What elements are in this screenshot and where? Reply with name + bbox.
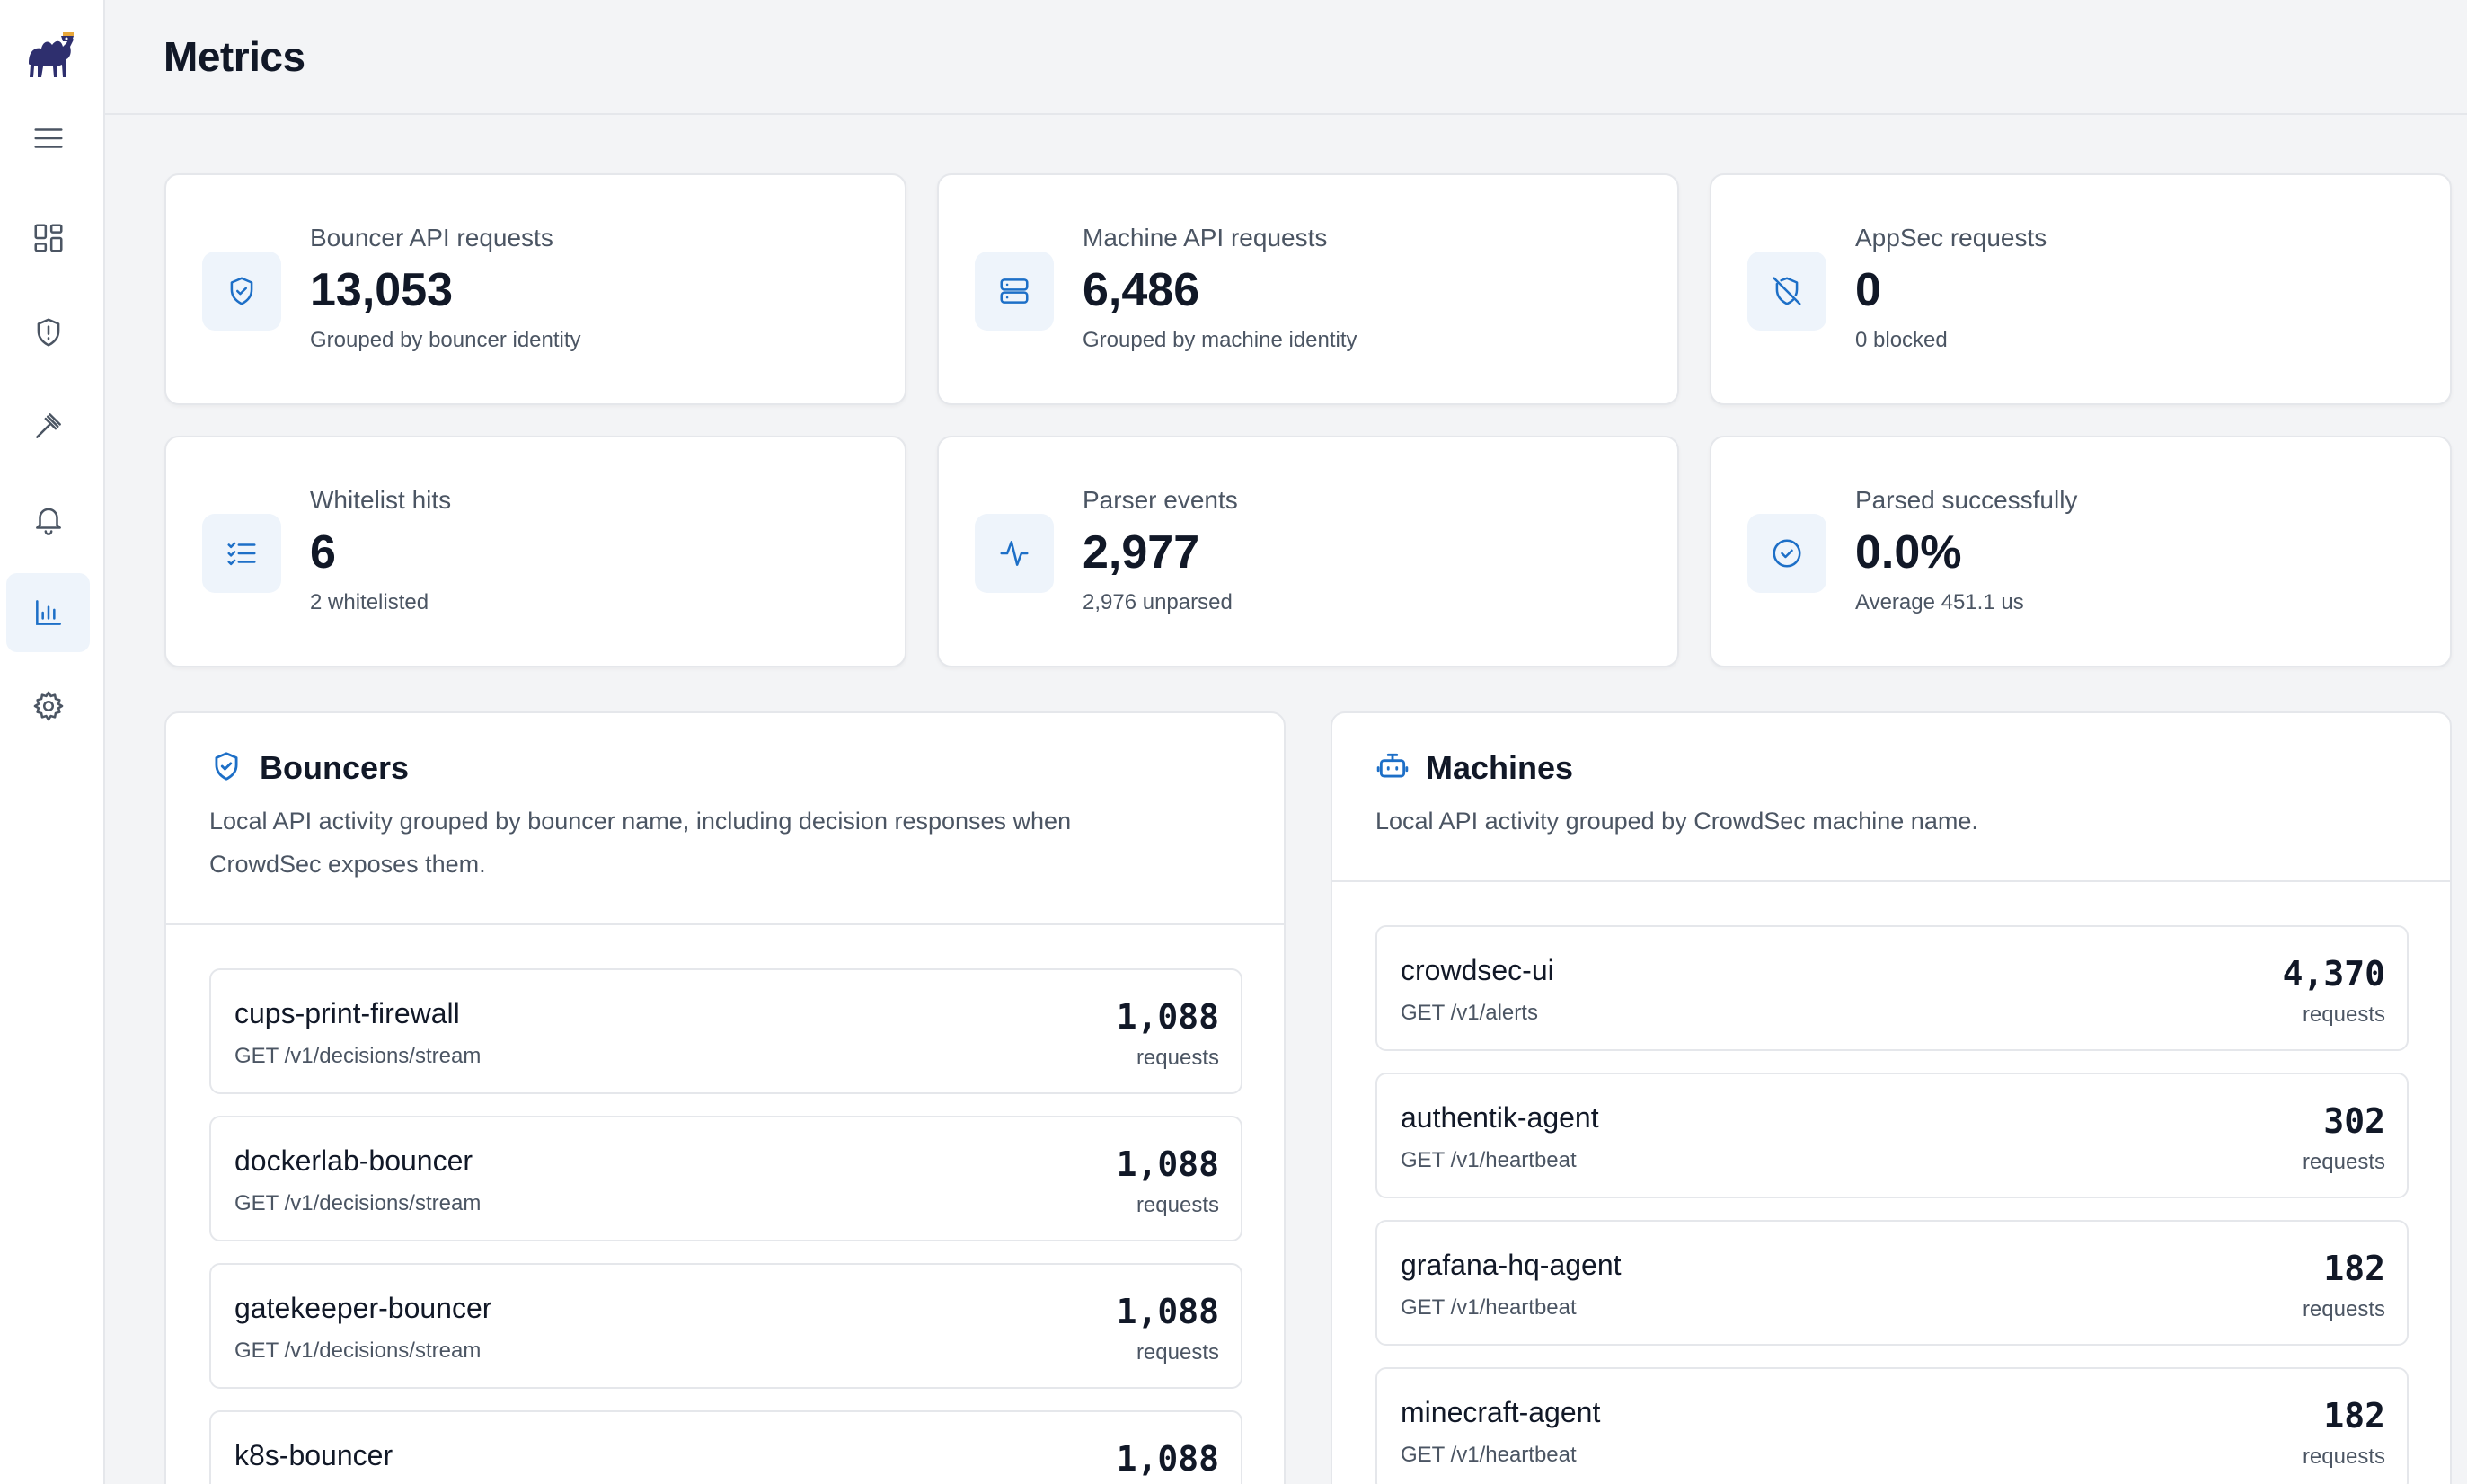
request-count: 182 — [2323, 1249, 2385, 1288]
page-title: Metrics — [164, 33, 305, 80]
request-unit: requests — [2302, 1297, 2385, 1321]
check-circle-icon — [1773, 539, 1801, 568]
bouncers-panel: Bouncers Local API activity grouped by b… — [164, 711, 1286, 1484]
robot-icon — [1376, 753, 1409, 778]
request-count: 4,370 — [2282, 954, 2385, 994]
request-unit: requests — [1136, 1340, 1219, 1365]
stat-card-parsed-successfully: Parsed successfully 0.0% Average 451.1 u… — [1710, 436, 2452, 667]
machine-endpoint: GET /v1/heartbeat — [1401, 1148, 1577, 1172]
machine-endpoint: GET /v1/alerts — [1401, 1001, 1538, 1025]
bouncer-endpoint: GET /v1/decisions/stream — [234, 1191, 482, 1215]
stat-subtext: 2 whitelisted — [310, 590, 429, 614]
stat-card-parser-events: Parser events 2,977 2,976 unparsed — [937, 436, 1679, 667]
stat-label: Machine API requests — [1083, 224, 1328, 252]
sidebar-item-metrics[interactable] — [6, 573, 90, 652]
bouncer-name: k8s-bouncer — [234, 1439, 393, 1471]
stat-subtext: Grouped by bouncer identity — [310, 328, 581, 352]
stat-value: 6,486 — [1083, 264, 1200, 316]
machine-endpoint: GET /v1/heartbeat — [1401, 1295, 1577, 1320]
bouncers-panel-header: Bouncers Local API activity grouped by b… — [166, 713, 1284, 925]
stat-card-appsec: AppSec requests 0 0 blocked — [1710, 173, 2452, 405]
bell-icon — [35, 508, 61, 535]
gavel-icon — [35, 413, 61, 438]
panel-title: Bouncers — [260, 749, 410, 786]
stat-card-bouncer-api: Bouncer API requests 13,053 Grouped by b… — [164, 173, 906, 405]
stat-label: Bouncer API requests — [310, 224, 553, 252]
activity-icon — [1000, 541, 1029, 566]
stat-subtext: 0 blocked — [1855, 328, 1948, 352]
machine-row[interactable]: authentik-agent GET /v1/heartbeat 302 re… — [1375, 1073, 2409, 1198]
machine-name: authentik-agent — [1401, 1101, 1599, 1134]
shield-check-icon — [215, 752, 238, 781]
bouncer-name: gatekeeper-bouncer — [234, 1292, 492, 1324]
sidebar-item-dashboard[interactable] — [6, 199, 90, 278]
request-count: 302 — [2323, 1101, 2385, 1141]
stat-value: 0.0% — [1855, 526, 1962, 579]
stat-subtext: Average 451.1 us — [1855, 590, 2024, 614]
request-count: 1,088 — [1116, 1439, 1219, 1479]
sidebar-item-alerts[interactable] — [6, 293, 90, 372]
sidebar — [0, 0, 105, 1484]
bouncer-endpoint: GET /v1/decisions/stream — [234, 1044, 482, 1068]
stat-label: Parsed successfully — [1855, 486, 2078, 514]
panel-description: Local API activity grouped by CrowdSec m… — [1375, 808, 1978, 835]
request-count: 1,088 — [1116, 1292, 1219, 1331]
stat-value: 6 — [310, 526, 336, 579]
request-unit: requests — [2302, 1003, 2385, 1027]
bouncer-row[interactable]: cups-print-firewall GET /v1/decisions/st… — [209, 968, 1242, 1094]
stat-subtext: Grouped by machine identity — [1083, 328, 1357, 352]
gear-icon — [33, 691, 63, 721]
stat-value: 0 — [1855, 264, 1881, 316]
server-icon — [1000, 278, 1029, 304]
request-count: 1,088 — [1116, 1144, 1219, 1184]
stat-value: 13,053 — [310, 264, 454, 316]
machine-name: crowdsec-ui — [1401, 954, 1554, 986]
request-unit: requests — [2302, 1444, 2385, 1469]
bouncer-name: cups-print-firewall — [234, 997, 460, 1029]
machines-panel-header: Machines Local API activity grouped by C… — [1332, 713, 2450, 882]
stat-label: Parser events — [1083, 486, 1238, 514]
sidebar-item-settings[interactable] — [6, 667, 90, 746]
bouncer-row[interactable]: dockerlab-bouncer GET /v1/decisions/stre… — [209, 1116, 1242, 1241]
sidebar-item-menu[interactable] — [6, 99, 90, 178]
grid-icon — [33, 224, 63, 252]
shield-alert-icon — [37, 318, 59, 347]
stat-value: 2,977 — [1083, 526, 1200, 579]
panel-title: Machines — [1426, 749, 1574, 786]
stat-card-whitelist-hits: Whitelist hits 6 2 whitelisted — [164, 436, 906, 667]
bouncer-row[interactable]: k8s-bouncer 1,088 — [209, 1410, 1242, 1484]
sidebar-item-decisions[interactable] — [6, 386, 90, 465]
machine-name: minecraft-agent — [1401, 1396, 1601, 1428]
bouncer-name: dockerlab-bouncer — [234, 1144, 473, 1177]
request-unit: requests — [1136, 1046, 1219, 1070]
camel-logo-icon[interactable] — [22, 27, 75, 83]
panel-description: Local API activity grouped by bouncer na… — [209, 808, 1072, 878]
machines-panel: Machines Local API activity grouped by C… — [1331, 711, 2452, 1484]
shield-check-icon — [230, 277, 253, 305]
request-unit: requests — [1136, 1193, 1219, 1217]
shield-off-icon — [1773, 277, 1801, 305]
request-unit: requests — [2302, 1150, 2385, 1174]
page-header: Metrics — [105, 0, 2467, 115]
sidebar-item-notifications[interactable] — [6, 480, 90, 559]
machine-endpoint: GET /v1/heartbeat — [1401, 1443, 1577, 1467]
list-check-icon — [227, 542, 256, 566]
machine-row[interactable]: grafana-hq-agent GET /v1/heartbeat 182 r… — [1375, 1220, 2409, 1346]
request-count: 182 — [2323, 1396, 2385, 1435]
hamburger-icon — [33, 128, 63, 148]
machine-row[interactable]: crowdsec-ui GET /v1/alerts 4,370 request… — [1375, 925, 2409, 1051]
bouncer-row[interactable]: gatekeeper-bouncer GET /v1/decisions/str… — [209, 1263, 1242, 1389]
stat-label: AppSec requests — [1855, 224, 2047, 252]
machine-name: grafana-hq-agent — [1401, 1249, 1622, 1281]
stat-label: Whitelist hits — [310, 486, 452, 514]
bar-chart-icon — [35, 600, 61, 625]
request-count: 1,088 — [1116, 997, 1219, 1037]
machine-row[interactable]: minecraft-agent GET /v1/heartbeat 182 re… — [1375, 1367, 2409, 1484]
stat-subtext: 2,976 unparsed — [1083, 590, 1233, 614]
stat-card-machine-api: Machine API requests 6,486 Grouped by ma… — [937, 173, 1679, 405]
bouncer-endpoint: GET /v1/decisions/stream — [234, 1338, 482, 1363]
